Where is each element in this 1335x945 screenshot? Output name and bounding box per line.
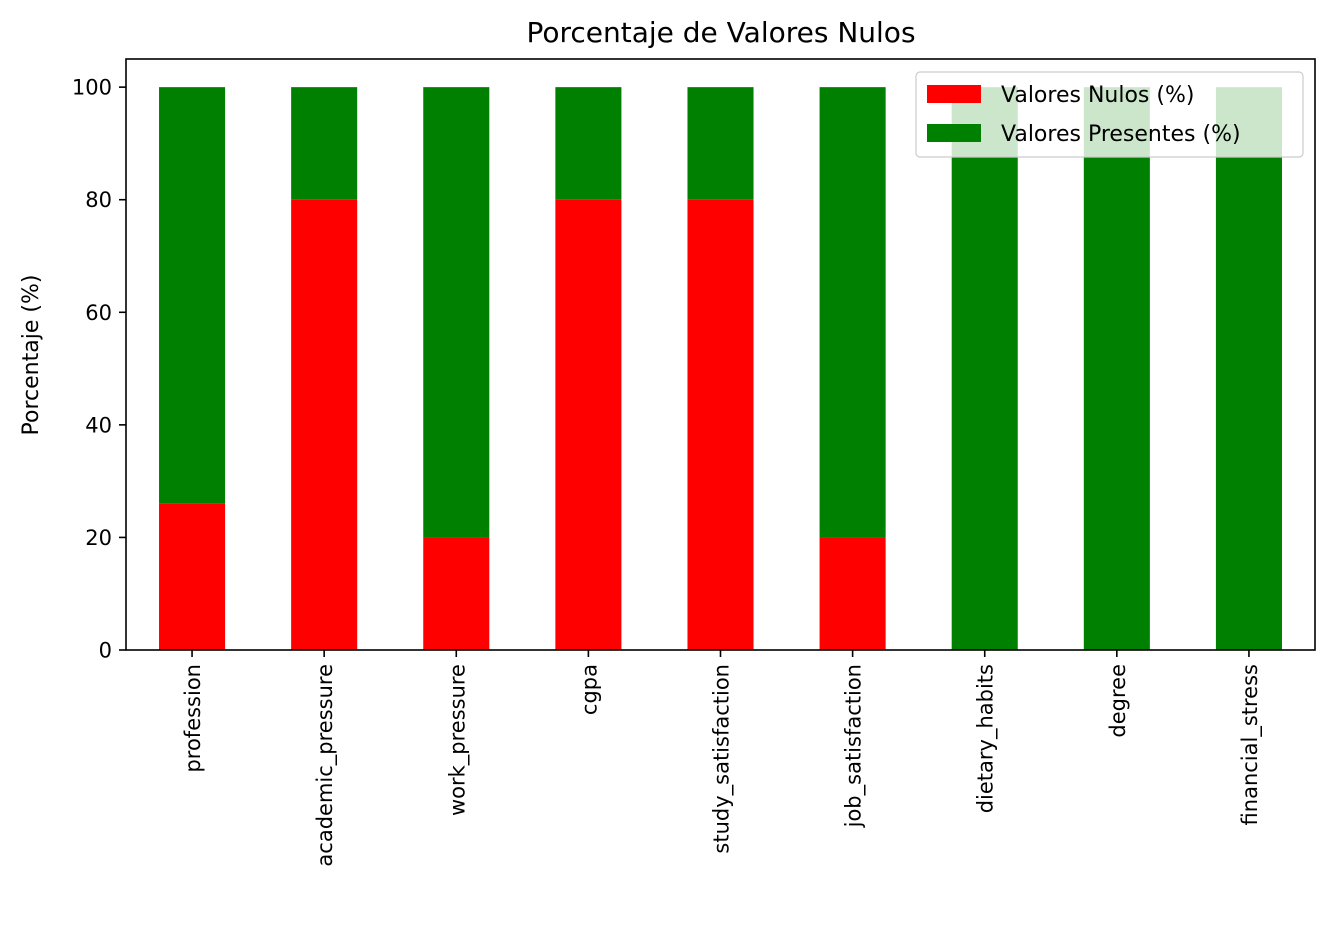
legend-frame	[915, 71, 1304, 158]
legend-swatch-nulos	[927, 85, 981, 103]
x-tick-label-dietary-habits: dietary_habits	[974, 664, 999, 813]
x-axis: profession academic_pressure work_pressure…	[181, 650, 1263, 867]
y-tick-label: 60	[85, 301, 112, 325]
bar-nulos-job-satisfaction	[819, 537, 886, 650]
bar-presentes-cgpa	[555, 87, 622, 200]
bar-presentes-job-satisfaction	[819, 87, 886, 538]
x-tick-label-work-pressure: work_pressure	[445, 664, 470, 816]
legend-label-presentes: Valores Presentes (%)	[1001, 122, 1241, 147]
y-axis: 0 20 40 60 80 100	[72, 76, 126, 663]
bar-nulos-work-pressure	[423, 537, 490, 650]
legend-label-nulos: Valores Nulos (%)	[1001, 83, 1194, 108]
bar-presentes-dietary-habits	[951, 87, 1018, 650]
y-tick-label: 80	[85, 188, 112, 212]
y-tick-label: 40	[85, 413, 112, 437]
bar-presentes-study-satisfaction	[687, 87, 754, 200]
bar-nulos-academic-pressure	[291, 199, 358, 650]
x-tick-label-study-satisfaction: study_satisfaction	[710, 664, 735, 854]
x-tick-label-profession: profession	[181, 664, 205, 773]
legend: Valores Nulos (%) Valores Presentes (%)	[915, 71, 1304, 158]
x-tick-label-job-satisfaction: job_satisfaction	[842, 664, 867, 828]
x-tick-label-academic-pressure: academic_pressure	[313, 664, 338, 867]
x-tick-label-financial-stress: financial_stress	[1238, 664, 1263, 825]
bar-presentes-academic-pressure	[291, 87, 358, 200]
y-axis-label: Porcentaje (%)	[19, 275, 44, 436]
y-tick-label: 100	[72, 76, 112, 100]
bar-nulos-profession	[159, 503, 226, 650]
y-tick-label: 0	[99, 639, 112, 663]
bars-group	[159, 87, 1282, 650]
x-tick-label-cgpa: cgpa	[577, 664, 601, 715]
x-tick-label-degree: degree	[1106, 664, 1130, 738]
bar-presentes-financial-stress	[1215, 87, 1282, 650]
bar-nulos-study-satisfaction	[687, 199, 754, 650]
bar-presentes-work-pressure	[423, 87, 490, 538]
y-tick-label: 20	[85, 526, 112, 550]
legend-swatch-presentes	[927, 124, 981, 142]
bar-presentes-profession	[159, 87, 226, 504]
bar-nulos-cgpa	[555, 199, 622, 650]
chart-title: Porcentaje de Valores Nulos	[526, 16, 915, 49]
bar-presentes-degree	[1083, 87, 1150, 650]
